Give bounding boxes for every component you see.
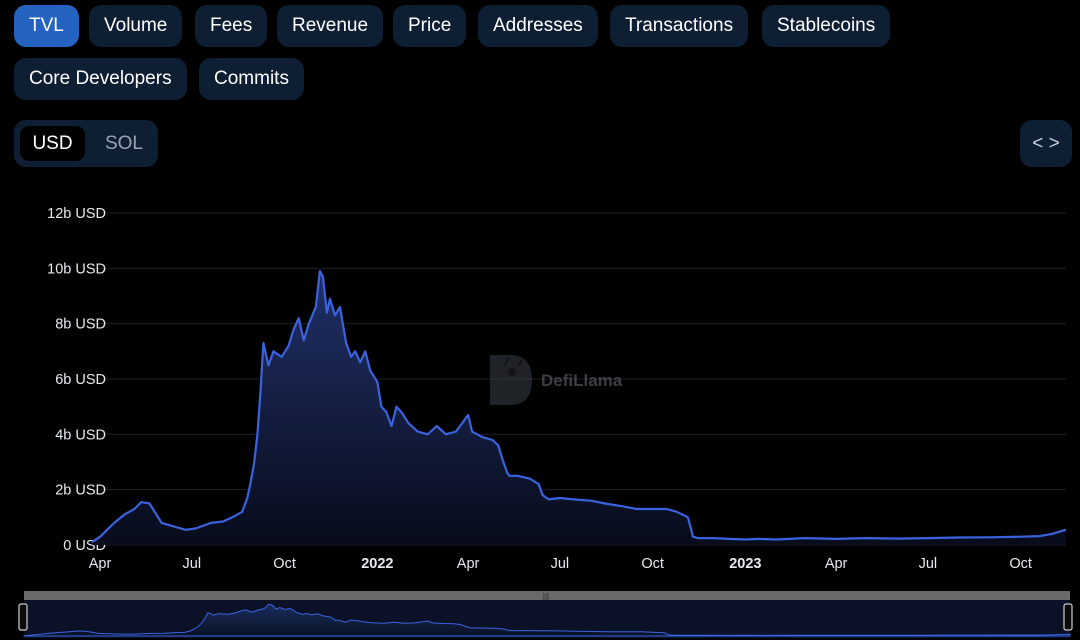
watermark-text: DefiLlama	[541, 371, 623, 390]
x-tick-label: Apr	[825, 556, 848, 572]
brush-handle-left	[18, 603, 28, 631]
tab-addresses[interactable]: Addresses	[478, 5, 598, 47]
watermark: DefiLlama	[490, 355, 623, 405]
brush-track	[24, 591, 1070, 600]
x-tick-label: Oct	[1009, 556, 1032, 572]
range-brush: |||	[18, 591, 1073, 638]
brush-mini-area	[23, 603, 1071, 637]
x-tick-label: 2023	[729, 556, 761, 572]
y-tick-label: 10b USD	[47, 261, 106, 277]
tab-stablecoins[interactable]: Stablecoins	[762, 5, 891, 47]
x-tick-label: Apr	[457, 556, 480, 572]
denomination-toggle: USD SOL	[14, 120, 158, 167]
grid-lines	[92, 212, 1066, 546]
embed-button[interactable]: < >	[1020, 120, 1072, 167]
tab-transactions[interactable]: Transactions	[610, 5, 749, 47]
tab-revenue[interactable]: Revenue	[277, 5, 384, 47]
x-axis: Apr Jul Oct 2022 Apr Jul Oct 2023 Apr Jul Oct	[89, 556, 1032, 572]
x-tick-label: Jul	[919, 556, 938, 572]
x-tick-label: Jul	[551, 556, 570, 572]
tab-commits[interactable]: Commits	[199, 58, 304, 100]
tab-price[interactable]: Price	[393, 5, 467, 47]
tab-core-developers[interactable]: Core Developers	[14, 58, 187, 100]
x-tick-label: Oct	[273, 556, 296, 572]
denomination-sol[interactable]: SOL	[104, 133, 144, 154]
y-tick-label: 6b USD	[55, 372, 106, 388]
y-axis: 0 USD 2b USD 4b USD 6b USD 8b USD 10b USD 12b …	[47, 206, 106, 554]
tab-volume[interactable]: Volume	[89, 5, 183, 47]
tab-fees[interactable]: Fees	[195, 5, 268, 47]
denomination-usd[interactable]: USD	[20, 126, 85, 161]
y-tick-label: 0 USD	[63, 538, 106, 554]
y-tick-label: 4b USD	[55, 427, 106, 443]
x-tick-label: Oct	[641, 556, 664, 572]
x-tick-label: 2022	[361, 556, 393, 572]
y-tick-label: 2b USD	[55, 483, 106, 499]
defillama-logo-icon	[490, 355, 532, 405]
y-tick-label: 12b USD	[47, 206, 106, 222]
tvl-area	[92, 271, 1066, 545]
brush-window	[24, 600, 1070, 638]
code-brackets-icon: < >	[1032, 133, 1060, 154]
brush-handle-right	[1063, 603, 1073, 631]
brush-grip-icon: |||	[543, 592, 549, 601]
x-tick-label: Jul	[183, 556, 202, 572]
y-tick-label: 8b USD	[55, 317, 106, 333]
tvl-line	[91, 270, 1067, 544]
x-tick-label: Apr	[89, 556, 112, 572]
tab-tvl[interactable]: TVL	[14, 5, 79, 47]
